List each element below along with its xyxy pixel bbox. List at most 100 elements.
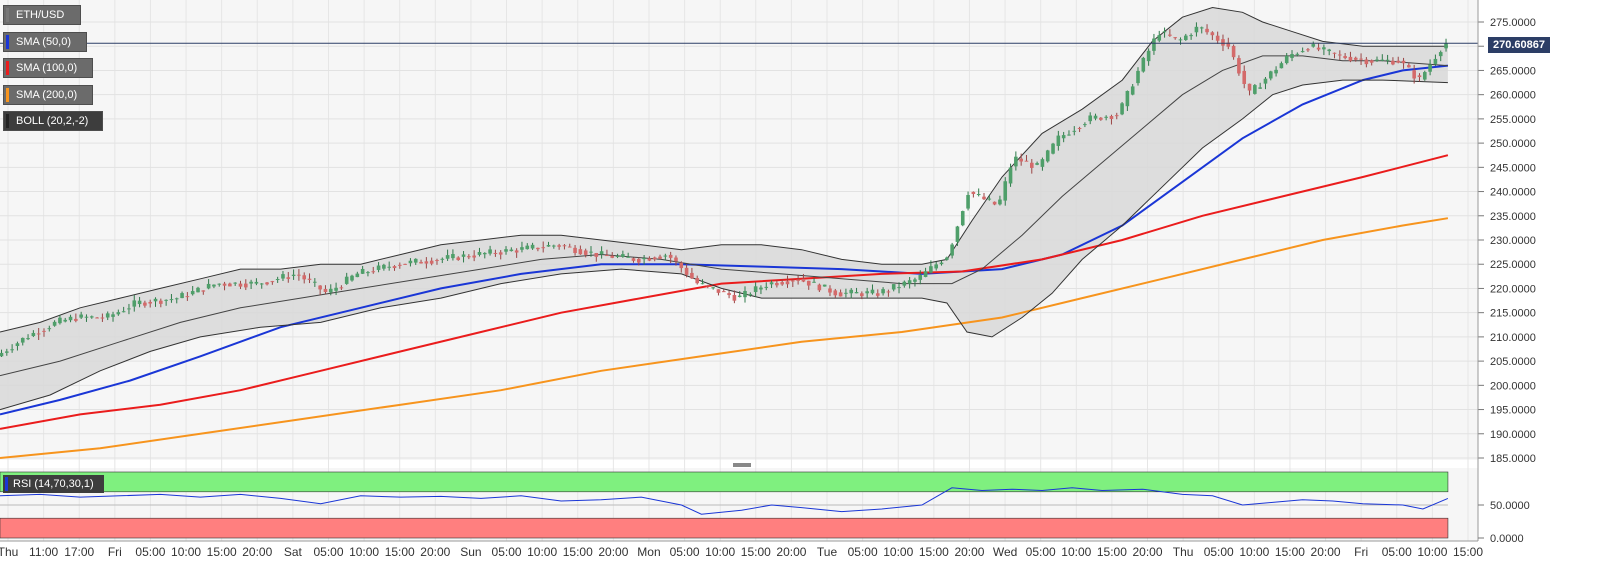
- candle-body: [121, 311, 126, 313]
- candle-body: [955, 226, 960, 242]
- candle-body: [1343, 56, 1347, 59]
- candle-body: [828, 288, 832, 293]
- rsi-label: RSI (14,70,30,1): [13, 478, 94, 490]
- candle-body: [1295, 53, 1300, 55]
- sma200-legend[interactable]: SMA (200,0): [3, 85, 93, 105]
- candle-body: [52, 321, 57, 326]
- candle-body: [976, 194, 981, 196]
- y-tick-label: 185.0000: [1490, 453, 1536, 465]
- x-tick-label: 20:00: [598, 545, 628, 559]
- candle-body: [1226, 42, 1231, 47]
- candle-body: [1146, 50, 1151, 62]
- candle-body: [897, 287, 901, 289]
- x-tick-label: 10:00: [1061, 545, 1091, 559]
- x-tick-label: 15:00: [1097, 545, 1127, 559]
- candle-body: [291, 274, 296, 276]
- x-tick-label: 10:00: [705, 545, 735, 559]
- boll-middle-line: [0, 55, 1448, 377]
- sma-50-0-line: [0, 64, 1449, 416]
- candle-body: [727, 293, 731, 296]
- y-tick-label: 210.0000: [1490, 332, 1536, 344]
- candle-body: [1093, 115, 1098, 119]
- candle-body: [1290, 54, 1294, 58]
- panel-resize-handle[interactable]: [733, 463, 751, 467]
- candle-body: [1072, 130, 1077, 132]
- candle-body: [461, 254, 466, 257]
- candle-body: [84, 316, 89, 318]
- candle-body: [1136, 70, 1140, 84]
- candle-body: [26, 338, 30, 340]
- candle-body: [753, 286, 758, 293]
- candle-body: [382, 264, 386, 269]
- candle-body: [1332, 52, 1337, 54]
- candle-body: [10, 349, 14, 351]
- candle-body: [297, 274, 301, 276]
- rsi-legend[interactable]: RSI (14,70,30,1): [3, 475, 104, 493]
- candle-body: [180, 293, 184, 299]
- candle-body: [1189, 35, 1193, 37]
- x-tick-label: 17:00: [64, 545, 94, 559]
- candle-body: [525, 245, 530, 250]
- candle-body: [1019, 158, 1023, 162]
- candle-body: [281, 274, 285, 279]
- candle-body: [1114, 115, 1119, 117]
- candle-body: [259, 283, 264, 285]
- candle-body: [913, 279, 917, 282]
- candle-body: [159, 300, 163, 304]
- candle-body: [413, 258, 418, 263]
- candle-body: [992, 201, 997, 205]
- y-tick-label: 250.0000: [1490, 138, 1536, 150]
- candle-body: [1348, 56, 1353, 61]
- candle-body: [759, 287, 763, 290]
- x-axis-ticks: Thu 11:00 17:00 Fri 05:00 10:00 15:00 20:00 Sat 0…: [0, 540, 1483, 559]
- candle-body: [1088, 115, 1093, 122]
- candle-body: [860, 293, 864, 297]
- candle-body: [721, 291, 726, 293]
- candle-body: [615, 255, 620, 257]
- candle-body: [929, 266, 933, 273]
- candle-body: [1428, 64, 1432, 72]
- candle-body: [1178, 39, 1183, 41]
- x-tick-label: 20:00: [1311, 545, 1341, 559]
- candle-body: [875, 293, 880, 296]
- candle-body: [594, 252, 599, 257]
- candle-body: [419, 261, 423, 264]
- candle-body: [1221, 39, 1225, 46]
- candle-body: [1422, 72, 1427, 80]
- current-price-badge: 270.60867: [1488, 37, 1550, 53]
- x-tick-label: 20:00: [954, 545, 984, 559]
- candle-body: [435, 260, 439, 262]
- symbol-legend[interactable]: ETH/USD: [3, 5, 81, 25]
- candle-body: [1120, 103, 1124, 115]
- sma100-legend[interactable]: SMA (100,0): [3, 58, 93, 78]
- candle-body: [684, 267, 689, 275]
- boll-legend[interactable]: BOLL (20,2,-2): [3, 111, 103, 131]
- x-tick-label: 05:00: [1026, 545, 1056, 559]
- candle-body: [583, 250, 588, 255]
- rsi-line: [0, 487, 1449, 515]
- candle-body: [631, 258, 636, 261]
- candle-body: [392, 266, 397, 269]
- candle-body: [812, 281, 816, 283]
- candle-body: [1194, 26, 1199, 33]
- y-tick-label: 190.0000: [1490, 429, 1536, 441]
- candle-body: [1184, 35, 1188, 40]
- candle-body: [849, 289, 854, 294]
- candle-body: [1444, 43, 1448, 49]
- candle-body: [764, 286, 769, 288]
- candle-body: [636, 258, 641, 263]
- candle-body: [1199, 27, 1204, 29]
- candle-body: [934, 264, 938, 269]
- candle-body: [599, 251, 604, 255]
- candle-body: [1056, 135, 1061, 146]
- candle-body: [42, 330, 46, 332]
- x-tick-label: 20:00: [242, 545, 272, 559]
- sma50-legend[interactable]: SMA (50,0): [3, 32, 87, 52]
- candle-body: [1300, 51, 1305, 53]
- y-axis-ticks: 275.0000270.0000265.0000260.0000255.0000…: [1477, 0, 1536, 541]
- candle-body: [520, 247, 524, 250]
- y-tick-label: 240.0000: [1490, 187, 1536, 199]
- candle-body: [690, 272, 694, 279]
- candle-body: [100, 317, 105, 319]
